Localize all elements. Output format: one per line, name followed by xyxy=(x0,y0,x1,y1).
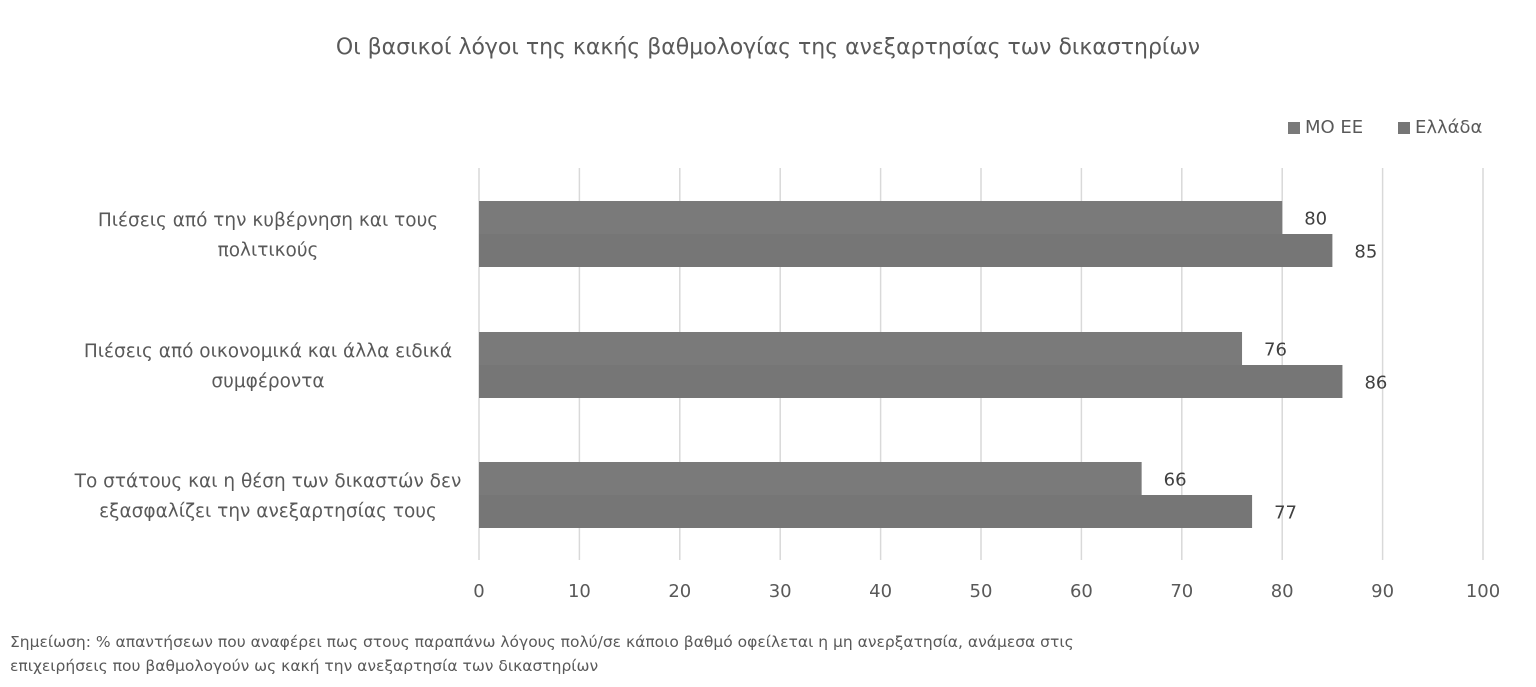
bar-greece xyxy=(479,365,1343,398)
bar-mo-ee xyxy=(479,462,1142,495)
x-tick-label: 90 xyxy=(1371,581,1394,602)
bar-mo-ee xyxy=(479,332,1243,365)
data-label: 77 xyxy=(1274,503,1297,524)
footnote: Σημείωση: % απαντήσεων που αναφέρει πως … xyxy=(10,630,1510,678)
chart-title: Οι βασικοί λόγοι της κακής βαθμολογίας τ… xyxy=(336,35,1200,60)
bar-greece xyxy=(479,495,1253,528)
x-tick-label: 40 xyxy=(869,581,892,602)
x-tick-label: 100 xyxy=(1466,581,1500,602)
x-tick-label: 0 xyxy=(473,581,484,602)
footnote-line-1: Σημείωση: % απαντήσεων που αναφέρει πως … xyxy=(10,633,1074,651)
bar-chart: Οι βασικοί λόγοι της κακής βαθμολογίας τ… xyxy=(74,35,1501,602)
legend-swatch xyxy=(1288,122,1300,134)
x-tick-label: 10 xyxy=(568,581,591,602)
bar-mo-ee xyxy=(479,201,1283,234)
legend-label: Ελλάδα xyxy=(1415,117,1482,138)
legend-swatch xyxy=(1398,122,1410,134)
x-tick-label: 30 xyxy=(769,581,792,602)
data-label: 80 xyxy=(1304,209,1327,230)
data-label: 85 xyxy=(1354,242,1377,263)
category-label: Πιέσεις από οικονομικά και άλλα ειδικά xyxy=(84,341,452,362)
footnote-line-2: επιχειρήσεις που βαθμολογούν ως κακή την… xyxy=(10,657,599,675)
legend-label: ΜΟ ΕΕ xyxy=(1305,117,1363,138)
category-label: Το στάτους και η θέση των δικαστών δεν xyxy=(74,471,462,492)
x-tick-label: 20 xyxy=(668,581,691,602)
category-label: Πιέσεις από την κυβέρνηση και τους xyxy=(98,210,438,231)
data-label: 76 xyxy=(1264,340,1287,361)
category-label: πολιτικούς xyxy=(218,240,319,261)
category-label: εξασφαλίζει την ανεξαρτησίας τους xyxy=(99,501,437,522)
x-tick-label: 60 xyxy=(1070,581,1093,602)
x-tick-label: 70 xyxy=(1170,581,1193,602)
x-tick-label: 50 xyxy=(970,581,993,602)
category-label: συμφέροντα xyxy=(211,371,324,392)
x-tick-label: 80 xyxy=(1271,581,1294,602)
data-label: 66 xyxy=(1164,470,1187,491)
bar-greece xyxy=(479,234,1333,267)
data-label: 86 xyxy=(1364,373,1387,394)
